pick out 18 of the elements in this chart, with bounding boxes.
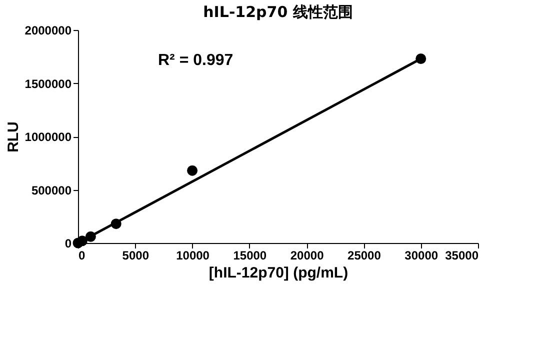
point (187, 165, 198, 176)
y-tick-label: 2000000 (24, 24, 72, 38)
y-tick-label: 1000000 (24, 130, 72, 144)
chart-title: hIL-12p70 线性范围 (203, 3, 353, 21)
x-tick-label: 30000 (404, 248, 438, 262)
annotation: R² = 0.997 (158, 52, 234, 69)
x-tick-label: 35000 (445, 248, 479, 262)
x-tick-label: 0 (78, 248, 86, 262)
x-tick-label: 15000 (233, 248, 267, 262)
x-tick-label: 10000 (176, 248, 210, 262)
x-tick-label: 20000 (290, 248, 324, 262)
x-tick-label: 25000 (348, 248, 382, 262)
y-tick-label: 500000 (31, 183, 72, 198)
x-axis-title: [hIL-12p70] (pg/mL) (208, 264, 348, 282)
x-tick-label: 5000 (122, 248, 150, 262)
y-tick-label: 0 (64, 236, 72, 250)
y-tick-label: 1500000 (24, 76, 72, 91)
y-axis-title: RLU (4, 122, 22, 152)
